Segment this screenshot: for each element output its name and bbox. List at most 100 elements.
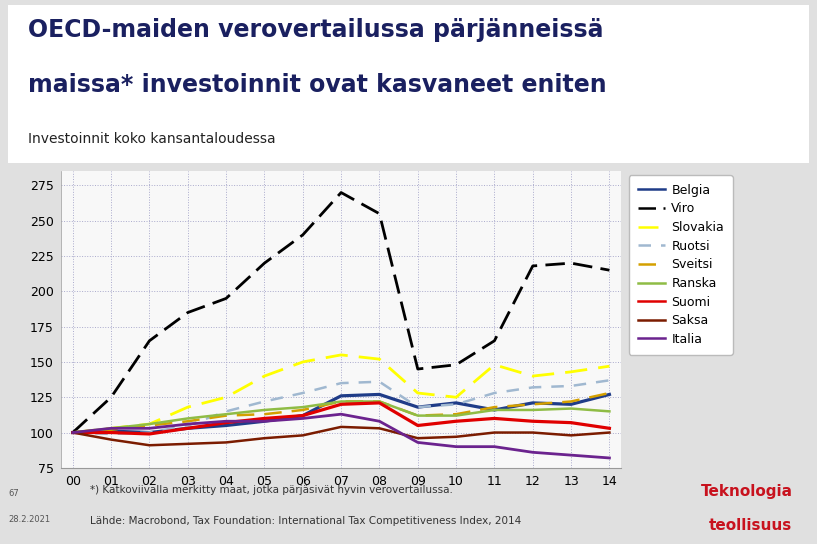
Ranska (374, 398, 384, 405)
Saksa (298, 432, 308, 438)
Viro (374, 211, 384, 217)
Ranska (489, 407, 499, 413)
Belgia (145, 429, 154, 436)
Ranska (451, 412, 461, 419)
Slovakia (106, 425, 116, 431)
Ruotsi (451, 401, 461, 407)
Sveitsi (106, 426, 116, 433)
Sveitsi (145, 422, 154, 429)
Sveitsi (413, 412, 422, 419)
Sveitsi (566, 398, 576, 405)
Saksa (413, 435, 422, 441)
Saksa (336, 424, 346, 430)
Italia (605, 455, 614, 461)
Saksa (68, 429, 78, 436)
Italia (298, 415, 308, 422)
Sveitsi (374, 398, 384, 405)
Ruotsi (298, 390, 308, 396)
Slovakia (183, 404, 193, 410)
Saksa (145, 442, 154, 448)
Viro (528, 263, 538, 269)
Line: Slovakia: Slovakia (73, 355, 609, 432)
Slovakia (221, 394, 231, 400)
FancyBboxPatch shape (8, 5, 809, 163)
Suomi (566, 419, 576, 426)
Viro (566, 260, 576, 267)
Ruotsi (106, 431, 116, 437)
Italia (221, 418, 231, 424)
Ruotsi (489, 390, 499, 396)
Ruotsi (68, 429, 78, 436)
Slovakia (260, 373, 270, 379)
Viro (413, 366, 422, 372)
Saksa (221, 439, 231, 446)
Text: Lähde: Macrobond, Tax Foundation: International Tax Competitiveness Index, 2014: Lähde: Macrobond, Tax Foundation: Intern… (90, 516, 521, 526)
Suomi (221, 419, 231, 426)
Suomi (489, 415, 499, 422)
Belgia (221, 422, 231, 429)
Line: Viro: Viro (73, 193, 609, 432)
Text: maissa* investoinnit ovat kasvaneet eniten: maissa* investoinnit ovat kasvaneet enit… (28, 73, 607, 97)
Ranska (566, 405, 576, 412)
Saksa (260, 435, 270, 441)
Saksa (374, 425, 384, 431)
Belgia (336, 393, 346, 399)
Sveitsi (489, 404, 499, 410)
Sveitsi (605, 390, 614, 396)
Ruotsi (145, 429, 154, 436)
Ruotsi (605, 377, 614, 384)
Italia (145, 425, 154, 431)
Sveitsi (298, 407, 308, 413)
Suomi (374, 400, 384, 406)
Text: OECD-maiden verovertailussa pärjänneissä: OECD-maiden verovertailussa pärjänneissä (28, 18, 604, 42)
Slovakia (336, 351, 346, 358)
Ranska (221, 411, 231, 417)
Sveitsi (528, 401, 538, 407)
Suomi (451, 418, 461, 424)
Viro (260, 260, 270, 267)
Italia (260, 418, 270, 424)
Ranska (183, 415, 193, 422)
Saksa (489, 429, 499, 436)
Belgia (413, 404, 422, 410)
Belgia (260, 418, 270, 424)
Ranska (413, 412, 422, 419)
Ranska (68, 429, 78, 436)
Italia (336, 411, 346, 417)
Viro (106, 394, 116, 400)
Ranska (145, 421, 154, 428)
Ranska (298, 404, 308, 410)
Ranska (336, 398, 346, 405)
Sveitsi (68, 429, 78, 436)
Ruotsi (528, 384, 538, 391)
Slovakia (566, 369, 576, 375)
Slovakia (605, 363, 614, 369)
Italia (566, 452, 576, 459)
Ranska (528, 407, 538, 413)
Belgia (68, 429, 78, 436)
Belgia (106, 428, 116, 435)
Suomi (298, 412, 308, 419)
Viro (489, 337, 499, 344)
Saksa (605, 429, 614, 436)
Sveitsi (221, 412, 231, 419)
Sveitsi (451, 411, 461, 417)
Line: Belgia: Belgia (73, 394, 609, 432)
Saksa (106, 436, 116, 443)
Viro (605, 267, 614, 274)
Text: teollisuus: teollisuus (709, 518, 792, 533)
Belgia (605, 391, 614, 398)
Belgia (298, 412, 308, 419)
Suomi (336, 401, 346, 407)
Text: 28.2.2021: 28.2.2021 (8, 515, 51, 524)
Ranska (260, 407, 270, 413)
Italia (489, 443, 499, 450)
Ruotsi (260, 398, 270, 405)
Legend: Belgia, Viro, Slovakia, Ruotsi, Sveitsi, Ranska, Suomi, Saksa, Italia: Belgia, Viro, Slovakia, Ruotsi, Sveitsi,… (629, 175, 733, 355)
Ruotsi (413, 404, 422, 410)
Slovakia (374, 356, 384, 362)
Viro (451, 362, 461, 368)
Sveitsi (336, 398, 346, 405)
Ruotsi (566, 382, 576, 389)
Viro (68, 429, 78, 436)
